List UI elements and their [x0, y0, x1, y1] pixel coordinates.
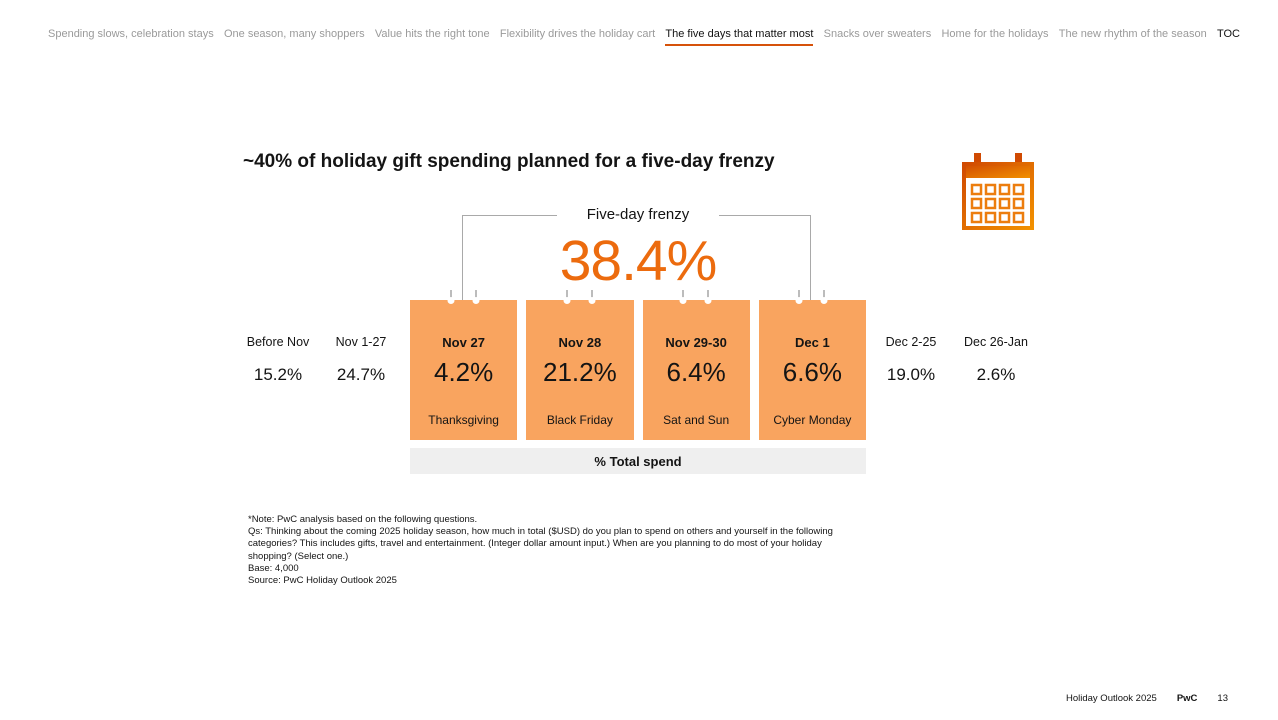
day-box-black-friday: Nov 28 21.2% Black Friday [526, 290, 634, 440]
pin-icon [449, 290, 452, 300]
column-label: Dec 26-Jan [964, 335, 1028, 349]
pin-icon [590, 290, 593, 300]
page-title: ~40% of holiday gift spending planned fo… [243, 151, 775, 172]
five-day-boxes: Nov 27 4.2% Thanksgiving Nov 28 21.2% Bl… [410, 290, 866, 440]
pin-icon [823, 290, 826, 300]
day-date: Dec 1 [795, 335, 830, 350]
day-name: Black Friday [546, 413, 613, 427]
footer-page-number: 13 [1217, 693, 1228, 704]
column-nov-1-27: Nov 1-27 24.7% [316, 335, 406, 385]
column-dec-26-jan: Dec 26-Jan 2.6% [951, 335, 1041, 385]
pin-icon [474, 290, 477, 300]
footnote-line: *Note: PwC analysis based on the followi… [248, 514, 478, 525]
footnote: *Note: PwC analysis based on the followi… [248, 514, 860, 587]
day-box-sat-sun: Nov 29-30 6.4% Sat and Sun [642, 290, 750, 440]
tab-one-season[interactable]: One season, many shoppers [223, 28, 365, 40]
tab-value-tone[interactable]: Value hits the right tone [374, 28, 490, 40]
footnote-line: Qs: Thinking about the coming 2025 holid… [248, 526, 833, 562]
bracket-drop-left [462, 215, 463, 301]
tab-home-holidays[interactable]: Home for the holidays [941, 28, 1049, 40]
axis-label-bar: % Total spend [410, 448, 866, 474]
bracket-line-right [714, 215, 810, 216]
column-dec-2-25: Dec 2-25 19.0% [866, 335, 956, 385]
tab-five-days[interactable]: The five days that matter most [665, 28, 814, 46]
day-box-thanksgiving: Nov 27 4.2% Thanksgiving [410, 290, 518, 440]
column-before-nov: Before Nov 15.2% [233, 335, 323, 385]
axis-label: % Total spend [594, 453, 682, 469]
pin-icon [798, 290, 801, 300]
day-name: Sat and Sun [663, 413, 730, 427]
day-value: 4.2% [433, 357, 494, 387]
top-nav: Spending slows, celebration stays One se… [48, 28, 1240, 46]
column-label: Nov 1-27 [335, 335, 387, 349]
tab-flexibility-cart[interactable]: Flexibility drives the holiday cart [499, 28, 656, 40]
day-date: Nov 29-30 [665, 335, 727, 350]
column-value: 24.7% [336, 365, 386, 384]
day-date: Nov 28 [558, 335, 602, 350]
footer-brand-logo: PwC [1176, 693, 1198, 704]
column-label: Dec 2-25 [885, 335, 937, 349]
bracket-line-left [462, 215, 562, 216]
pin-icon [682, 290, 685, 300]
day-name: Cyber Monday [773, 413, 852, 427]
day-name: Thanksgiving [428, 413, 499, 427]
pin-icon [707, 290, 710, 300]
tab-snacks-sweaters[interactable]: Snacks over sweaters [823, 28, 932, 40]
footnote-line: Base: 4,000 [248, 562, 299, 574]
group-total-value: 38.4% [559, 229, 718, 293]
day-value: 6.6% [782, 357, 842, 387]
day-value: 21.2% [543, 357, 617, 387]
tab-spending-slows[interactable]: Spending slows, celebration stays [48, 28, 214, 40]
calendar-icon [960, 152, 1036, 232]
column-value: 15.2% [253, 365, 303, 384]
day-value: 6.4% [666, 357, 726, 387]
footer-report-title: Holiday Outlook 2025 [1065, 693, 1157, 704]
column-value: 19.0% [886, 365, 936, 384]
day-date: Nov 27 [442, 335, 485, 350]
column-label: Before Nov [246, 335, 310, 349]
day-box-cyber-monday: Dec 1 6.6% Cyber Monday [758, 290, 866, 440]
column-value: 2.6% [976, 365, 1016, 384]
bracket-drop-right [810, 215, 811, 301]
group-label: Five-day frenzy [557, 206, 719, 223]
nav-toc[interactable]: TOC [1216, 28, 1240, 40]
pin-icon [565, 290, 568, 300]
tab-new-rhythm[interactable]: The new rhythm of the season [1058, 28, 1207, 40]
page-footer: Holiday Outlook 2025 PwC 13 [1066, 693, 1228, 704]
footnote-line: Source: PwC Holiday Outlook 2025 [248, 575, 397, 587]
